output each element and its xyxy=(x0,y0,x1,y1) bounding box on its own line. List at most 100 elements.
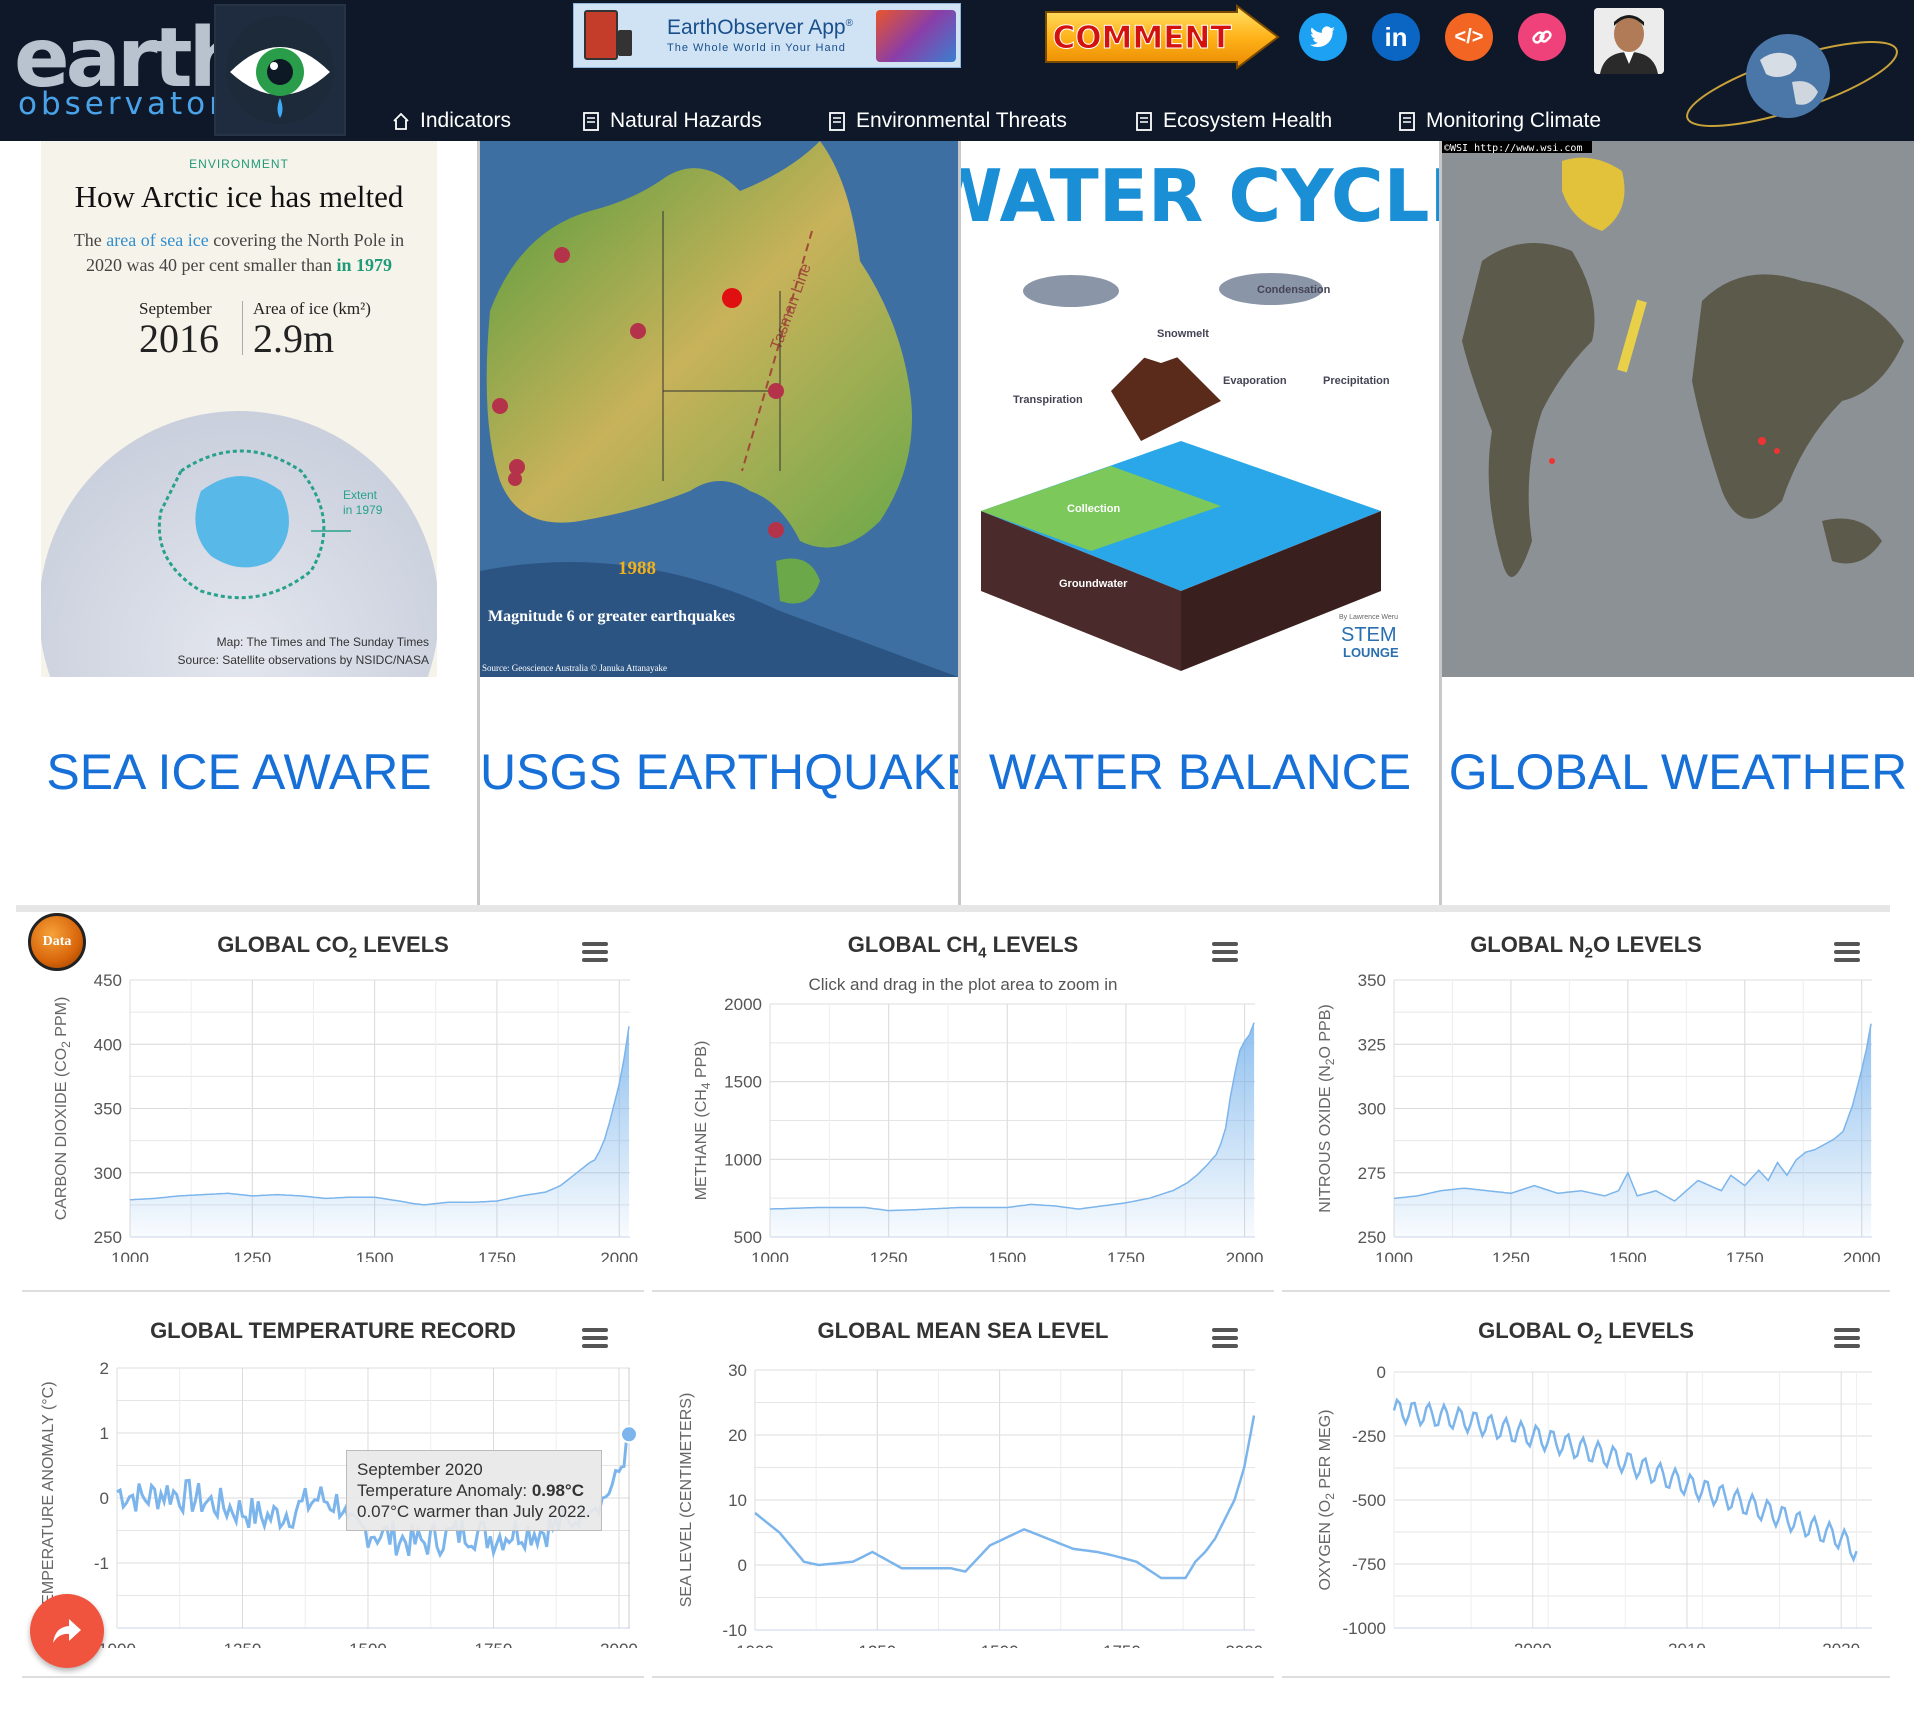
x-tick-label: 1750 xyxy=(475,1640,513,1648)
x-tick-label: 1750 xyxy=(478,1249,516,1262)
x-tick-label: 1250 xyxy=(224,1640,262,1648)
infographic-headline: How Arctic ice has melted xyxy=(74,179,404,214)
card-global-weather[interactable]: ©WSI http://www.wsi.com GLOBAL WEATHER xyxy=(1442,141,1914,905)
y-axis-label: OXYGEN (O2 PER MEG) xyxy=(1317,1410,1337,1591)
y-tick-label: 1 xyxy=(100,1424,109,1443)
share-button[interactable] xyxy=(30,1594,104,1668)
y-tick-label: 400 xyxy=(94,1035,122,1054)
chart-plot[interactable]: 250 300 350 400 450 1000 1250 1500 1750 2000 CARBO… xyxy=(22,912,644,1262)
logo-earth-text[interactable]: earth xyxy=(14,11,247,106)
x-tick-label: 1000 xyxy=(98,1640,136,1648)
globe-orbit-logo xyxy=(1680,20,1910,140)
nav-environmental-threats[interactable]: Environmental Threats xyxy=(828,107,1067,135)
card-title[interactable]: GLOBAL WEATHER xyxy=(1448,744,1908,800)
highlight-point xyxy=(619,1425,638,1444)
chart-title-text: LEVELS xyxy=(1602,1318,1694,1343)
quake-marker xyxy=(508,472,522,486)
card-water-balance[interactable]: WATER CYCLE Condensation Snowmelt Evapor… xyxy=(961,141,1439,905)
card-title[interactable]: USGS EARTHQUAKE xyxy=(480,744,980,800)
arctic-ice-infographic: ENVIRONMENT How Arctic ice has melted Th… xyxy=(41,141,437,677)
infographic-credit: Map: The Times and The Sunday Times xyxy=(216,635,429,649)
x-tick-label: 1000 xyxy=(1375,1249,1413,1262)
card-title[interactable]: WATER BALANCE xyxy=(988,744,1412,800)
x-tick-label: 1500 xyxy=(988,1249,1026,1262)
tooltip-anomaly-label: Temperature Anomaly: xyxy=(357,1481,532,1500)
label-collection: Collection xyxy=(1067,503,1120,515)
x-tick-label: 2000 xyxy=(1226,1249,1264,1262)
chart-title-subscript: 4 xyxy=(978,944,987,962)
chart-menu-icon[interactable] xyxy=(582,942,608,962)
series-area xyxy=(770,1022,1255,1237)
chart-panel[interactable]: GLOBAL CH4 LEVELS Click and drag in the p… xyxy=(652,912,1274,1292)
wsi-watermark: ©WSI http://www.wsi.com xyxy=(1444,143,1582,154)
chart-title: GLOBAL O2 LEVELS xyxy=(1282,1318,1890,1347)
y-tick-label: 0 xyxy=(1377,1363,1386,1382)
chart-panel[interactable]: GLOBAL CO2 LEVELS 250 300 350 400 450 1000 1250… xyxy=(22,912,644,1292)
diagram-credit: By Lawrence Weru xyxy=(1339,614,1398,621)
chart-plot[interactable]: -10 0 10 20 30 1000 1250 1500 1750 2000 SEA LEVEL … xyxy=(652,1298,1274,1648)
nav-ecosystem-health[interactable]: Ecosystem Health xyxy=(1135,107,1332,135)
chart-panel[interactable]: GLOBAL MEAN SEA LEVEL -10 0 10 20 30 1000 1250 1… xyxy=(652,1298,1274,1678)
label-condensation: Condensation xyxy=(1257,284,1331,296)
series-area xyxy=(130,1026,629,1237)
y-tick-label: 1000 xyxy=(724,1150,762,1169)
y-axis-label: METHANE (CH4 PPB) xyxy=(693,1041,713,1201)
link-icon[interactable] xyxy=(1518,13,1566,61)
y-tick-label: 250 xyxy=(1358,1228,1386,1247)
dek-text: The xyxy=(73,230,102,250)
comment-button[interactable]: COMMENT xyxy=(1042,3,1282,71)
x-tick-label: 2020 xyxy=(1822,1640,1860,1648)
embed-code-icon[interactable]: </> xyxy=(1445,13,1493,61)
chart-subtitle: Click and drag in the plot area to zoom … xyxy=(808,975,1118,994)
chart-menu-icon[interactable] xyxy=(1212,1328,1238,1348)
y-tick-label: -250 xyxy=(1352,1427,1386,1446)
infographic-source: Source: Satellite observations by NSIDC/… xyxy=(177,653,429,667)
page-icon xyxy=(829,112,845,131)
nav-label: Monitoring Climate xyxy=(1426,109,1602,132)
logo-observatory-text[interactable]: observatory xyxy=(18,86,249,122)
tooltip-date: September 2020 xyxy=(357,1460,483,1479)
y-axis-label: TEMPERATURE ANOMALY (°C) xyxy=(40,1381,57,1614)
chart-menu-icon[interactable] xyxy=(1834,942,1860,962)
nav-natural-hazards[interactable]: Natural Hazards xyxy=(582,107,762,135)
card-usgs-earthquake[interactable]: Tasman Line 1988 Magnitude 6 or greater … xyxy=(480,141,980,905)
card-title[interactable]: SEA ICE AWARE xyxy=(46,744,432,800)
y-tick-label: 500 xyxy=(734,1228,762,1247)
y-axis-label: CARBON DIOXIDE (CO2 PPM) xyxy=(53,997,73,1221)
map-caption: Magnitude 6 or greater earthquakes xyxy=(488,608,735,625)
quake-marker xyxy=(509,459,525,475)
earthobserver-app-banner[interactable]: EarthObserver App® The Whole World in Yo… xyxy=(573,3,961,68)
y-tick-label: -1000 xyxy=(1343,1619,1386,1638)
card-divider xyxy=(1439,141,1442,905)
chart-panel[interactable]: GLOBAL N2O LEVELS 250 275 300 325 350 1000 1250… xyxy=(1282,912,1890,1292)
app-banner-title: EarthObserver App xyxy=(667,16,846,39)
chart-menu-icon[interactable] xyxy=(1212,942,1238,962)
dek-text: 2020 was 40 per cent smaller than xyxy=(86,255,332,275)
x-tick-label: 2000 xyxy=(1843,1249,1881,1262)
nav-indicators[interactable]: Indicators xyxy=(392,107,511,135)
chart-plot[interactable]: 250 275 300 325 350 1000 1250 1500 1750 2000 NITRO… xyxy=(1282,912,1890,1262)
y-axis-label: NITROUS OXIDE (N2O PPB) xyxy=(1317,1004,1337,1212)
chart-title-text: GLOBAL CO xyxy=(217,932,349,957)
card-sea-ice-aware[interactable]: ENVIRONMENT How Arctic ice has melted Th… xyxy=(0,141,478,905)
chart-plot[interactable]: 500 1000 1500 2000 1000 1250 1500 1750 2000 METHA… xyxy=(652,912,1274,1262)
data-badge[interactable]: Data xyxy=(28,913,86,971)
chart-menu-icon[interactable] xyxy=(1834,1328,1860,1348)
nav-monitoring-climate[interactable]: Monitoring Climate xyxy=(1398,107,1601,135)
x-tick-label: 1250 xyxy=(858,1642,896,1648)
linkedin-icon[interactable]: in xyxy=(1372,13,1420,61)
extent-label: Extent in 1979 xyxy=(343,488,382,518)
y-tick-label: 20 xyxy=(728,1426,747,1445)
chart-panel[interactable]: GLOBAL O2 LEVELS -1000 -750 -500 -250 0 2000 20… xyxy=(1282,1298,1890,1678)
stat-label-september: September xyxy=(139,299,212,318)
x-tick-label: 2010 xyxy=(1668,1640,1706,1648)
x-tick-label: 1000 xyxy=(751,1249,789,1262)
chart-menu-icon[interactable] xyxy=(582,1328,608,1348)
chart-plot[interactable]: -1000 -750 -500 -250 0 2000 2010 2020 OXYGEN (O2… xyxy=(1282,1298,1890,1648)
author-avatar[interactable] xyxy=(1594,8,1664,74)
twitter-icon[interactable] xyxy=(1299,13,1347,61)
stem-brand: STEM xyxy=(1341,624,1397,646)
chart-title: GLOBAL MEAN SEA LEVEL xyxy=(652,1318,1274,1347)
open-your-eyes-logo[interactable] xyxy=(214,4,346,136)
y-tick-label: 250 xyxy=(94,1228,122,1247)
